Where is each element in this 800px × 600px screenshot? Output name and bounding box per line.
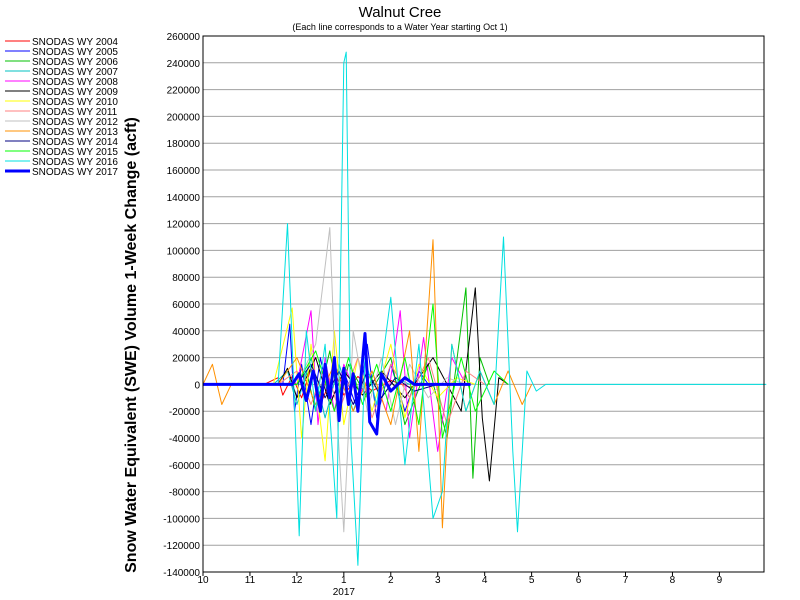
x-tick-label: 7 bbox=[623, 575, 629, 586]
legend-label: SNODAS WY 2005 bbox=[32, 47, 118, 58]
chart-title: Walnut Cree bbox=[359, 4, 442, 21]
y-axis-label: Snow Water Equivalent (SWE) Volume 1-Wee… bbox=[123, 117, 140, 573]
x-tick-label: 10 bbox=[197, 575, 209, 586]
y-tick-label: 200000 bbox=[167, 112, 201, 123]
legend-label: SNODAS WY 2016 bbox=[32, 157, 118, 168]
legend-label: SNODAS WY 2008 bbox=[32, 77, 118, 88]
y-tick-label: -40000 bbox=[169, 434, 201, 445]
y-tick-label: 140000 bbox=[167, 193, 201, 204]
x-tick-label: 4 bbox=[482, 575, 488, 586]
y-tick-label: -60000 bbox=[169, 461, 201, 472]
legend-label: SNODAS WY 2006 bbox=[32, 57, 118, 68]
legend-label: SNODAS WY 2014 bbox=[32, 137, 118, 148]
x-tick-label: 6 bbox=[576, 575, 582, 586]
series-layer bbox=[202, 51, 767, 566]
y-tick-label: 240000 bbox=[167, 59, 201, 70]
y-tick-label: 20000 bbox=[172, 354, 200, 365]
x-year-label: 2017 bbox=[333, 587, 356, 598]
plot-frame bbox=[202, 35, 765, 573]
y-tick-labels: -140000 -120000 -100000 -80000 -60000 -40000 -… bbox=[163, 32, 200, 579]
y-tick-label: 40000 bbox=[172, 327, 200, 338]
y-tick-label: 60000 bbox=[172, 300, 200, 311]
y-tick-label: -80000 bbox=[169, 488, 201, 499]
grid-layer bbox=[203, 35, 764, 573]
legend-label: SNODAS WY 2017 bbox=[32, 167, 118, 178]
y-tick-label: 80000 bbox=[172, 273, 200, 284]
y-tick-label: -20000 bbox=[169, 407, 201, 418]
legend-label: SNODAS WY 2011 bbox=[32, 107, 118, 118]
x-tick-label: 3 bbox=[435, 575, 441, 586]
y-tick-label: 100000 bbox=[167, 246, 201, 257]
series-line-snodas-wy-2017 bbox=[203, 332, 471, 436]
y-tick-label: 0 bbox=[194, 380, 200, 391]
y-tick-label: -120000 bbox=[163, 541, 200, 552]
x-tick-label: 11 bbox=[245, 575, 256, 586]
chart-subtitle: (Each line corresponds to a Water Year s… bbox=[292, 22, 507, 32]
legend-label: SNODAS WY 2007 bbox=[32, 67, 118, 78]
legend-label: SNODAS WY 2012 bbox=[32, 117, 118, 128]
y-tick-label: -100000 bbox=[163, 514, 200, 525]
legend-label: SNODAS WY 2010 bbox=[32, 97, 118, 108]
y-tick-label: 220000 bbox=[167, 86, 201, 97]
legend-label: SNODAS WY 2009 bbox=[32, 87, 118, 98]
x-tick-label: 1 bbox=[341, 575, 347, 586]
y-tick-label: -140000 bbox=[163, 568, 200, 579]
legend-label: SNODAS WY 2004 bbox=[32, 37, 118, 48]
y-tick-label: 180000 bbox=[167, 139, 201, 150]
y-tick-label: 160000 bbox=[167, 166, 201, 177]
y-tick-label: 260000 bbox=[167, 32, 201, 43]
x-tick-label: 2 bbox=[388, 575, 394, 586]
legend-label: SNODAS WY 2015 bbox=[32, 147, 118, 158]
x-tick-label: 12 bbox=[291, 575, 303, 586]
x-tick-label: 9 bbox=[717, 575, 723, 586]
x-tick-label: 5 bbox=[529, 575, 535, 586]
y-tick-label: 120000 bbox=[167, 220, 201, 231]
series-line-snodas-wy-2016 bbox=[249, 51, 767, 566]
x-tick-label: 8 bbox=[670, 575, 676, 586]
legend-label: SNODAS WY 2013 bbox=[32, 127, 118, 138]
